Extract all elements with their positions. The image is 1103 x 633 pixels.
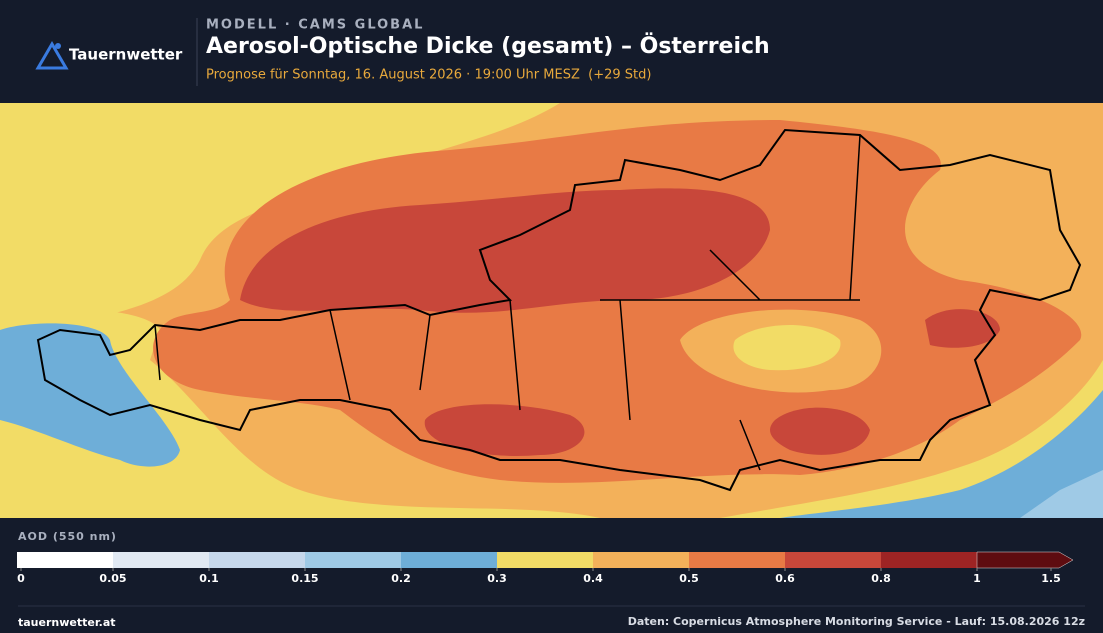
- legend-bin: [689, 552, 785, 568]
- legend-bin: [593, 552, 689, 568]
- zone-yellow: [733, 325, 841, 371]
- legend-bin: [305, 552, 401, 568]
- legend-tick-label: 0.2: [391, 572, 411, 585]
- footer-right: Daten: Copernicus Atmosphere Monitoring …: [628, 615, 1085, 628]
- legend-bin: [17, 552, 113, 568]
- legend-tick-label: 0.05: [99, 572, 126, 585]
- legend-bin: [976, 551, 1074, 569]
- header-bar: [0, 0, 1103, 103]
- state-border: [154, 134, 861, 471]
- legend-tick-label: 0.15: [291, 572, 318, 585]
- legend-bin: [881, 552, 977, 568]
- map: [0, 103, 1103, 518]
- footer-left: tauernwetter.at: [18, 616, 116, 629]
- zone-red: [925, 309, 1000, 348]
- country-border: [36, 128, 1082, 492]
- legend-bin: [497, 552, 593, 568]
- legend-tick-label: 0.6: [775, 572, 795, 585]
- zone-blue: [780, 390, 1103, 518]
- legend-bin: [209, 552, 305, 568]
- legend-tick-label: 1.5: [1041, 572, 1061, 585]
- legend-tick-label: 0.1: [199, 572, 219, 585]
- zone-red: [424, 404, 585, 456]
- legend-bin: [401, 552, 497, 568]
- legend-tick-label: 1: [973, 572, 981, 585]
- legend-label: AOD (550 nm): [18, 530, 117, 543]
- logo: Tauernwetter: [35, 41, 183, 70]
- logo-dot: [55, 43, 61, 49]
- zone-red: [770, 407, 870, 455]
- subtitle: Prognose für Sonntag, 16. August 2026 · …: [206, 68, 651, 83]
- zone-blue: [0, 323, 180, 467]
- kicker: MODELL · CAMS GLOBAL: [206, 18, 424, 33]
- legend-bin: [785, 552, 881, 568]
- legend-tick-label: 0.4: [583, 572, 603, 585]
- logo-text: Tauernwetter: [69, 46, 183, 64]
- legend-bin: [113, 552, 209, 568]
- zone-lightblue: [1020, 470, 1103, 518]
- legend-tick-label: 0: [17, 572, 25, 585]
- legend-tick-label: 0.5: [679, 572, 699, 585]
- logo-icon: [35, 41, 69, 70]
- legend-tick-label: 0.8: [871, 572, 891, 585]
- legend-tick-label: 0.3: [487, 572, 507, 585]
- title: Aerosol-Optische Dicke (gesamt) – Österr…: [206, 33, 770, 59]
- legend: 0 0.05 0.1 0.15 0.2 0.3 0.4 0.5 0.6 0.8 1 1.5: [17, 551, 1074, 585]
- zone-yellow: [0, 103, 560, 330]
- zone-red: [240, 188, 770, 313]
